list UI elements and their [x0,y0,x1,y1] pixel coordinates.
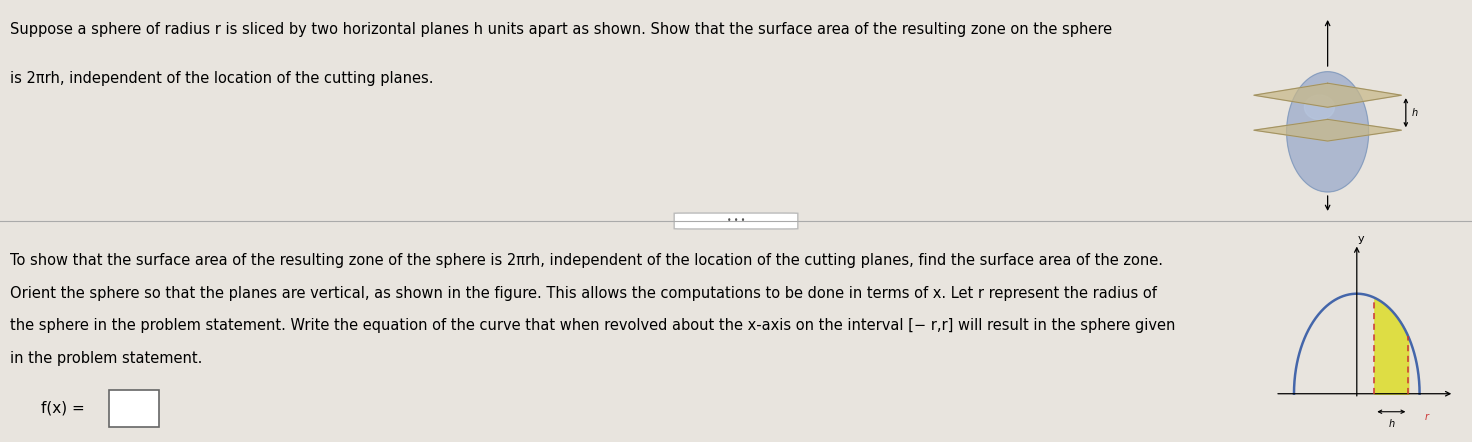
Text: h: h [1412,108,1418,118]
FancyBboxPatch shape [109,390,159,427]
Text: To show that the surface area of the resulting zone of the sphere is 2πrh, indep: To show that the surface area of the res… [10,253,1163,268]
Text: the sphere in the problem statement. Write the equation of the curve that when r: the sphere in the problem statement. Wri… [10,318,1176,333]
Ellipse shape [1287,72,1369,192]
Text: • • •: • • • [727,216,745,225]
Text: f(x) =: f(x) = [41,401,85,416]
Text: h: h [1388,419,1394,429]
Text: Orient the sphere so that the planes are vertical, as shown in the figure. This : Orient the sphere so that the planes are… [10,286,1157,301]
Text: y: y [1357,234,1365,244]
Text: Suppose a sphere of radius r is sliced by two horizontal planes h units apart as: Suppose a sphere of radius r is sliced b… [10,22,1113,37]
Ellipse shape [1304,95,1335,119]
Text: is 2πrh, independent of the location of the cutting planes.: is 2πrh, independent of the location of … [10,71,434,86]
Polygon shape [1254,83,1401,107]
Polygon shape [1254,119,1401,141]
Text: r: r [1425,412,1429,422]
FancyBboxPatch shape [674,213,798,229]
Text: in the problem statement.: in the problem statement. [10,351,203,366]
